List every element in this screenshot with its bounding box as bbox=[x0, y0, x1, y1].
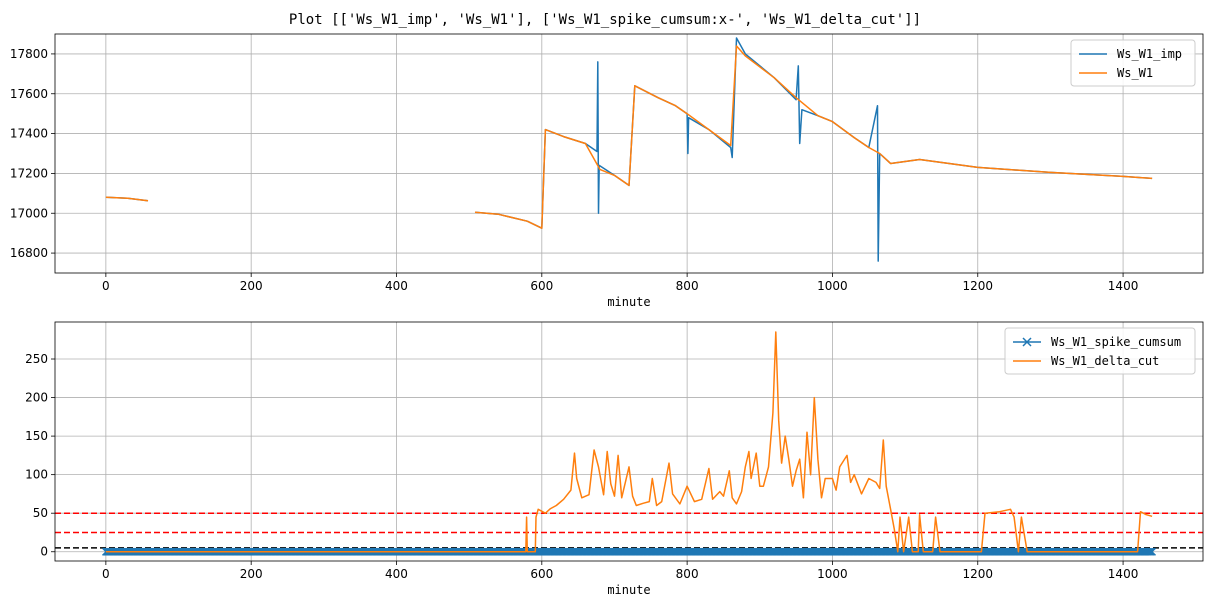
y-tick-label: 200 bbox=[25, 391, 48, 405]
y-tick-label: 17400 bbox=[10, 127, 48, 141]
legend-box bbox=[1070, 39, 1196, 87]
plot-area bbox=[55, 331, 1203, 556]
x-axis-label: minute bbox=[607, 295, 650, 309]
legend-entry: Ws_W1 bbox=[1117, 66, 1153, 80]
x-tick-label: 200 bbox=[240, 567, 263, 581]
legend-marker bbox=[1022, 337, 1032, 347]
y-tick-label: 0 bbox=[40, 545, 48, 559]
legend-entry: Ws_W1_imp bbox=[1117, 47, 1182, 61]
y-tick-label: 17800 bbox=[10, 47, 48, 61]
x-tick-label: 800 bbox=[676, 567, 699, 581]
x-tick-label: 800 bbox=[676, 279, 699, 293]
x-tick-label: 0 bbox=[102, 567, 110, 581]
x-tick-label: 1200 bbox=[962, 279, 993, 293]
y-tick-label: 17200 bbox=[10, 166, 48, 180]
y-tick-label: 17600 bbox=[10, 87, 48, 101]
x-tick-label: 200 bbox=[240, 279, 263, 293]
x-tick-label: 1000 bbox=[817, 567, 848, 581]
series-ws-w1 bbox=[105, 196, 149, 202]
x-tick-label: 1000 bbox=[817, 279, 848, 293]
x-tick-label: 1400 bbox=[1108, 279, 1139, 293]
x-tick-label: 600 bbox=[530, 567, 553, 581]
y-tick-label: 100 bbox=[25, 468, 48, 482]
y-tick-label: 50 bbox=[33, 506, 48, 520]
legend-entry: Ws_W1_delta_cut bbox=[1051, 354, 1159, 368]
x-tick-label: 400 bbox=[385, 279, 408, 293]
series-ws-w1-delta-cut bbox=[105, 331, 1153, 553]
axes-frame bbox=[54, 33, 1204, 274]
bottom-axes: 0 200 400 600 800 1000 1200 1400 0 50 100 150 200 250… bbox=[25, 321, 1204, 597]
figure-title: Plot [['Ws_W1_imp', 'Ws_W1'], ['Ws_W1_sp… bbox=[289, 12, 921, 28]
axes-frame bbox=[54, 321, 1204, 562]
series-ws-w1-imp bbox=[474, 37, 1153, 262]
x-tick-label: 1400 bbox=[1108, 567, 1139, 581]
x-tick-label: 600 bbox=[530, 279, 553, 293]
top-axes: 0 200 400 600 800 1000 1200 1400 16800 17000 17200… bbox=[10, 33, 1204, 309]
y-tick-label: 17000 bbox=[10, 206, 48, 220]
y-tick-label: 250 bbox=[25, 352, 48, 366]
series-ws-w1 bbox=[474, 45, 1153, 229]
y-tick-label: 16800 bbox=[10, 246, 48, 260]
legend-entry: Ws_W1_spike_cumsum bbox=[1051, 335, 1181, 349]
plot-area bbox=[105, 37, 1153, 262]
x-tick-label: 400 bbox=[385, 567, 408, 581]
y-tick-label: 150 bbox=[25, 429, 48, 443]
x-axis-label: minute bbox=[607, 583, 650, 597]
x-tick-label: 0 bbox=[102, 279, 110, 293]
legend-box bbox=[1004, 327, 1196, 375]
x-tick-label: 1200 bbox=[962, 567, 993, 581]
